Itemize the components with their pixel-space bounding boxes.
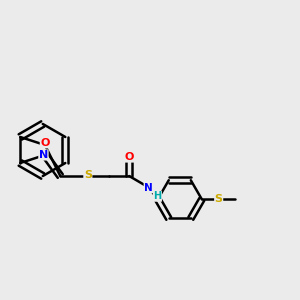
Text: O: O <box>124 152 134 162</box>
Text: N: N <box>144 183 153 193</box>
Text: N: N <box>39 150 48 160</box>
Text: H: H <box>153 191 161 201</box>
Text: S: S <box>215 194 223 204</box>
Text: S: S <box>84 170 92 180</box>
Text: O: O <box>40 138 50 148</box>
